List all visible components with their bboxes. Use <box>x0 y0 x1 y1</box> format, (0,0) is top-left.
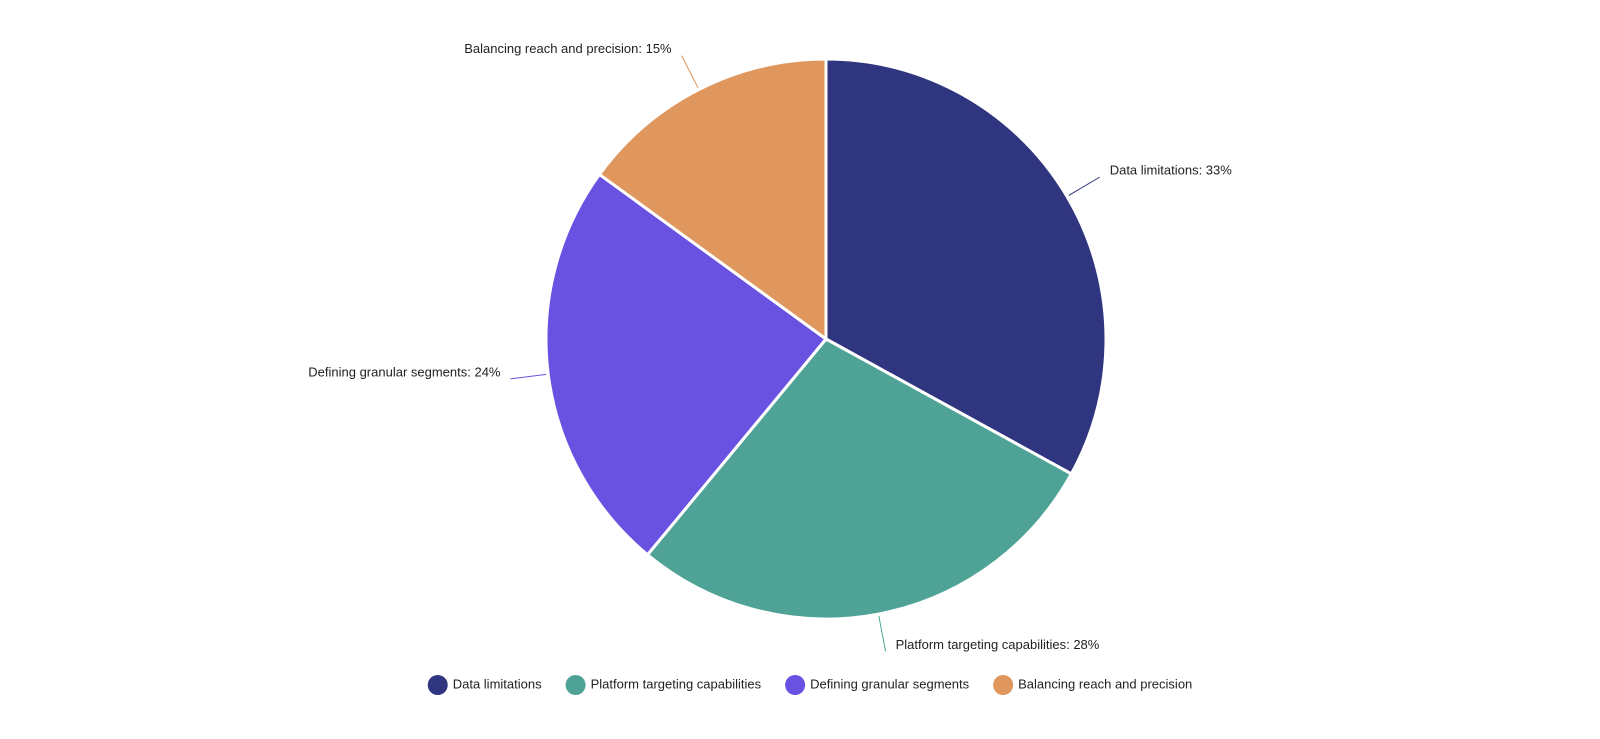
legend-label: Balancing reach and precision <box>1018 676 1192 691</box>
leader-line <box>681 55 699 88</box>
leader-line <box>510 373 547 380</box>
legend-label: Data limitations <box>453 676 542 691</box>
legend-label: Defining granular segments <box>810 676 969 691</box>
data-label: Defining granular segments: 24% <box>308 364 501 379</box>
pie-slice <box>597 57 828 342</box>
pie-slice <box>824 57 1108 476</box>
legend: Data limitations Platform targeting capab… <box>427 675 1192 695</box>
leader-line <box>878 615 887 652</box>
legend-marker <box>427 675 448 695</box>
legend-marker <box>993 675 1014 695</box>
data-label: Balancing reach and precision: 15% <box>464 41 672 56</box>
pie-slice <box>544 172 829 557</box>
data-label: Data limitations: 33% <box>1110 163 1233 178</box>
legend-label: Platform targeting capabilities <box>591 676 762 691</box>
pie-slice <box>645 337 1074 621</box>
data-label: Platform targeting capabilities: 28% <box>896 637 1100 652</box>
legend-marker <box>785 675 806 695</box>
legend-marker <box>565 675 586 695</box>
leader-line <box>1068 176 1100 196</box>
